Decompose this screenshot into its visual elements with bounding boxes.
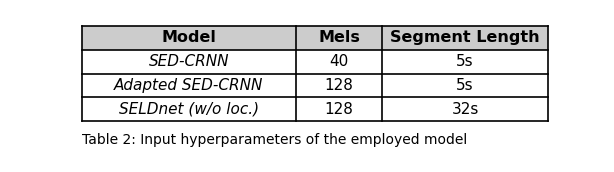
Text: 32s: 32s [451, 102, 479, 117]
Text: Adapted SED-CRNN: Adapted SED-CRNN [114, 78, 263, 93]
Text: 5s: 5s [456, 78, 474, 93]
Text: Mels: Mels [318, 30, 360, 45]
Text: SED-CRNN: SED-CRNN [149, 54, 229, 69]
Text: Table 2: Input hyperparameters of the employed model: Table 2: Input hyperparameters of the em… [82, 133, 467, 147]
Text: Segment Length: Segment Length [391, 30, 540, 45]
Text: 128: 128 [325, 78, 354, 93]
Text: 5s: 5s [456, 54, 474, 69]
Text: 40: 40 [330, 54, 349, 69]
Text: 128: 128 [325, 102, 354, 117]
Text: SELDnet (w/o loc.): SELDnet (w/o loc.) [119, 102, 259, 117]
Text: Model: Model [161, 30, 216, 45]
